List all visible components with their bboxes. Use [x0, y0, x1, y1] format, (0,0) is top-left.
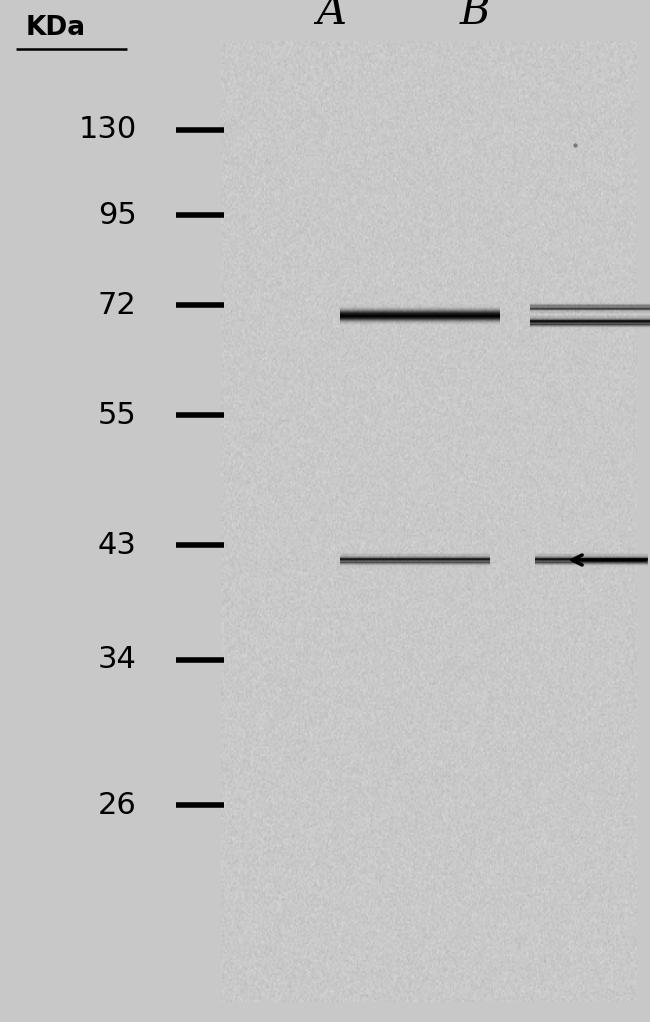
- Text: 130: 130: [78, 115, 136, 144]
- Text: 72: 72: [98, 290, 136, 320]
- Text: 43: 43: [98, 530, 136, 559]
- Text: A: A: [317, 0, 346, 33]
- Text: 34: 34: [98, 646, 136, 675]
- Text: B: B: [459, 0, 490, 33]
- Text: KDa: KDa: [26, 15, 86, 41]
- Text: 55: 55: [98, 401, 136, 429]
- Text: 26: 26: [98, 790, 136, 820]
- Text: 95: 95: [98, 200, 136, 230]
